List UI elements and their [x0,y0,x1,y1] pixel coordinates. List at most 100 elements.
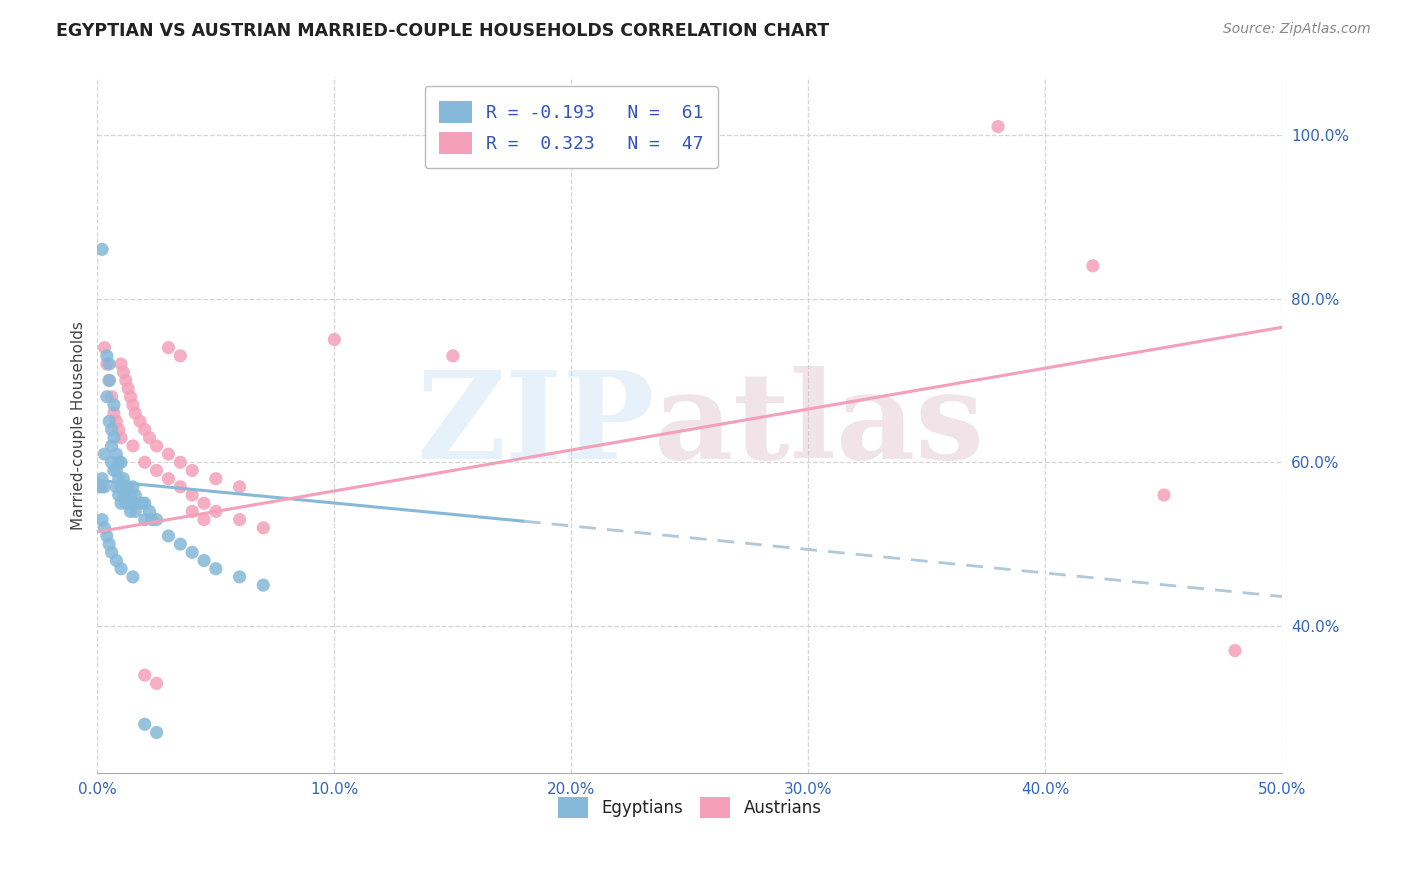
Point [181,463,204,477]
Point [110,496,132,510]
Point [145,463,167,477]
Point [252,578,274,592]
Point [105,414,128,428]
Point [91,480,114,494]
Text: atlas: atlas [654,367,984,484]
Point [122,480,145,494]
Point [98,373,121,387]
Point [169,349,191,363]
Point [120,488,142,502]
Point [96,529,118,543]
Point [131,496,153,510]
Point [98,373,121,387]
Point [112,365,135,379]
Point [323,333,346,347]
Point [98,357,121,371]
Point [93,480,115,494]
Point [228,570,250,584]
Point [134,668,156,682]
Point [110,562,132,576]
Point [103,398,125,412]
Point [105,447,128,461]
Point [105,480,128,494]
Point [193,513,215,527]
Point [134,423,156,437]
Point [100,455,122,469]
Point [141,513,163,527]
Point [110,357,132,371]
Point [124,488,146,502]
Point [145,439,167,453]
Point [114,480,136,494]
Point [129,414,152,428]
Y-axis label: Married-couple Households: Married-couple Households [72,321,86,530]
Point [114,496,136,510]
Point [134,513,156,527]
Point [96,349,118,363]
Point [103,406,125,420]
Point [100,423,122,437]
Point [1153,488,1175,502]
Point [181,504,204,518]
Point [129,496,152,510]
Point [138,431,160,445]
Point [205,504,228,518]
Point [1081,259,1104,273]
Text: EGYPTIAN VS AUSTRIAN MARRIED-COUPLE HOUSEHOLDS CORRELATION CHART: EGYPTIAN VS AUSTRIAN MARRIED-COUPLE HOUS… [56,22,830,40]
Point [157,447,180,461]
Point [107,472,129,486]
Point [134,717,156,731]
Point [117,496,139,510]
Point [441,349,464,363]
Point [987,120,1010,134]
Point [169,455,191,469]
Text: Source: ZipAtlas.com: Source: ZipAtlas.com [1223,22,1371,37]
Point [134,496,156,510]
Point [114,373,136,387]
Point [120,390,142,404]
Point [169,537,191,551]
Point [145,725,167,739]
Point [100,439,122,453]
Legend: Egyptians, Austrians: Egyptians, Austrians [551,790,828,824]
Point [157,472,180,486]
Point [120,504,142,518]
Point [181,488,204,502]
Point [105,553,128,567]
Point [110,431,132,445]
Point [103,463,125,477]
Point [117,382,139,396]
Point [91,472,114,486]
Point [98,537,121,551]
Point [228,480,250,494]
Point [122,570,145,584]
Point [138,504,160,518]
Point [157,529,180,543]
Point [91,513,114,527]
Point [157,341,180,355]
Point [93,447,115,461]
Point [122,496,145,510]
Point [193,553,215,567]
Point [107,488,129,502]
Point [181,545,204,559]
Point [117,480,139,494]
Point [110,480,132,494]
Point [124,504,146,518]
Point [112,488,135,502]
Point [145,513,167,527]
Point [91,243,114,257]
Point [228,513,250,527]
Point [100,390,122,404]
Point [103,431,125,445]
Point [145,676,167,690]
Point [93,341,115,355]
Point [93,521,115,535]
Point [98,414,121,428]
Point [122,439,145,453]
Point [205,562,228,576]
Point [107,423,129,437]
Point [96,357,118,371]
Point [96,390,118,404]
Point [112,472,135,486]
